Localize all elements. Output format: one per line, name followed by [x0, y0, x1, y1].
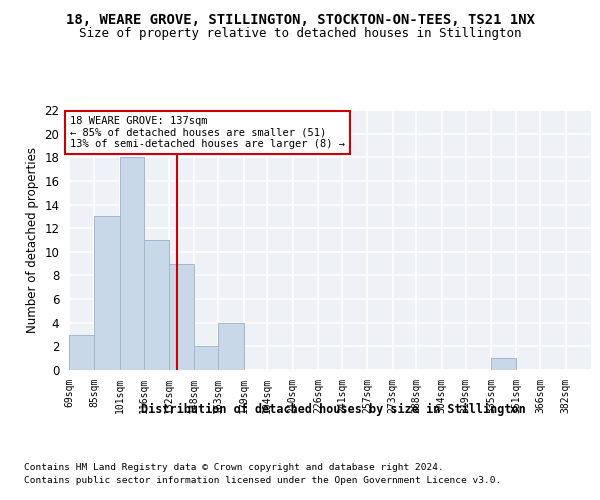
Bar: [491, 358, 517, 370]
Text: Size of property relative to detached houses in Stillington: Size of property relative to detached ho…: [79, 28, 521, 40]
Bar: [69, 334, 94, 370]
Bar: [169, 264, 194, 370]
Text: Distribution of detached houses by size in Stillington: Distribution of detached houses by size …: [140, 402, 526, 415]
Bar: [194, 346, 218, 370]
Text: Contains HM Land Registry data © Crown copyright and database right 2024.: Contains HM Land Registry data © Crown c…: [24, 462, 444, 471]
Bar: [94, 216, 120, 370]
Bar: [143, 240, 169, 370]
Bar: [120, 158, 143, 370]
Y-axis label: Number of detached properties: Number of detached properties: [26, 147, 39, 333]
Text: Contains public sector information licensed under the Open Government Licence v3: Contains public sector information licen…: [24, 476, 501, 485]
Bar: [218, 322, 244, 370]
Text: 18, WEARE GROVE, STILLINGTON, STOCKTON-ON-TEES, TS21 1NX: 18, WEARE GROVE, STILLINGTON, STOCKTON-O…: [65, 12, 535, 26]
Text: 18 WEARE GROVE: 137sqm
← 85% of detached houses are smaller (51)
13% of semi-det: 18 WEARE GROVE: 137sqm ← 85% of detached…: [70, 116, 345, 149]
